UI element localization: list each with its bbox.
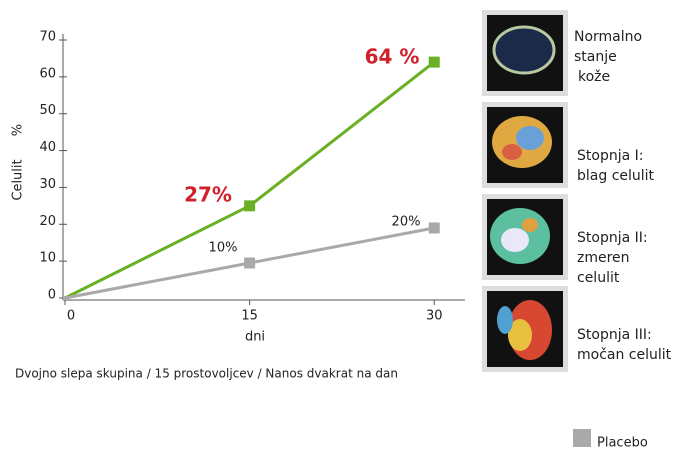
y-tick-label: 70 — [39, 30, 56, 45]
point — [63, 296, 67, 300]
y-tick-label: 40 — [39, 140, 56, 155]
y-tick-label: 10 — [39, 251, 56, 266]
point — [244, 257, 256, 269]
panel-label: Normalno — [574, 29, 642, 45]
y-tick-label: 30 — [39, 177, 56, 192]
annotation: 20% — [392, 215, 421, 230]
image-blob — [516, 126, 544, 150]
panel-label: celulit — [577, 270, 620, 286]
y-axis-label: Celulit — [11, 159, 26, 200]
annotation: 10% — [209, 241, 238, 256]
x-axis-label: dni — [245, 330, 265, 345]
image-blob — [497, 306, 513, 334]
y-tick-label: 50 — [39, 103, 56, 118]
image-blob — [502, 144, 522, 160]
annotation: 27% — [184, 183, 232, 207]
caption: Dvojno slepa skupina / 15 prostovoljcev … — [15, 367, 398, 381]
y-tick-label: 60 — [39, 66, 56, 81]
legend-label: Placebo — [597, 436, 648, 450]
panel-label: blag celulit — [577, 168, 655, 184]
point — [244, 200, 256, 212]
panel-label: stanje — [574, 49, 617, 65]
x-tick-label: 30 — [426, 309, 443, 324]
annotation: 64 % — [365, 45, 420, 69]
point — [428, 56, 440, 68]
y-tick-label: 20 — [39, 214, 56, 229]
point — [428, 222, 440, 234]
image-blob — [501, 228, 529, 252]
image-blob — [522, 218, 538, 232]
panel-label: Stopnja I: — [577, 148, 643, 164]
x-tick-label: 0 — [67, 309, 75, 324]
panel-label: Stopnja III: — [577, 327, 652, 343]
legend-swatch — [573, 429, 591, 447]
image-blob — [492, 25, 556, 75]
panel-label: Stopnja II: — [577, 230, 648, 246]
x-tick-label: 15 — [241, 309, 258, 324]
image-blob — [508, 319, 532, 351]
thumbnails — [482, 10, 568, 372]
panel-label: močan celulit — [577, 347, 672, 363]
y-tick-label: 0 — [48, 288, 56, 303]
panel-label: kože — [578, 69, 610, 85]
panel-label: zmeren — [577, 250, 630, 266]
y-unit: % — [11, 124, 26, 136]
